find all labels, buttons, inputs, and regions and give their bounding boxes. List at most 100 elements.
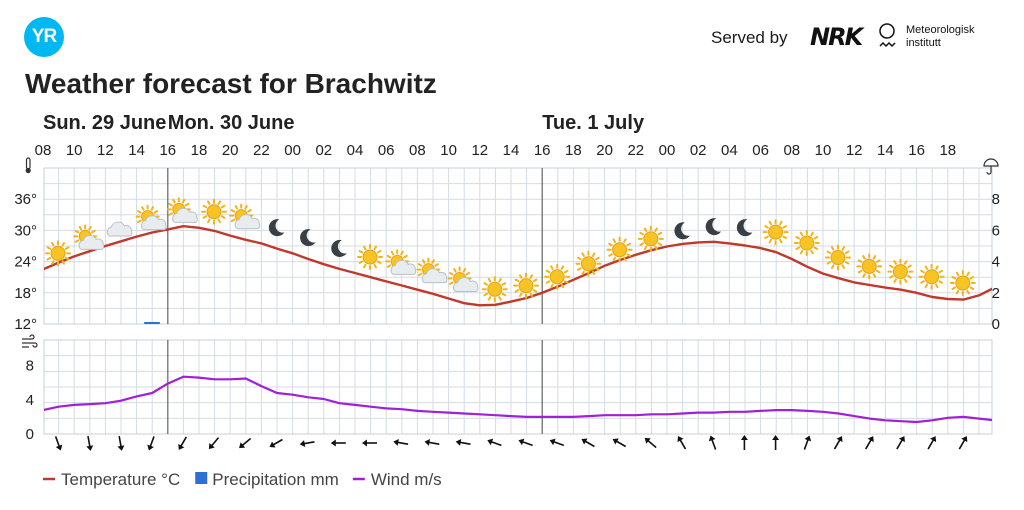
hour-tick-label: 18 <box>191 142 208 159</box>
legend-label: Temperature °C <box>61 470 180 489</box>
hour-tick-label: 10 <box>815 142 832 159</box>
partly-cloudy-icon <box>73 224 105 250</box>
wind-arrow-icon <box>833 436 843 450</box>
met-institute-icon <box>879 23 896 48</box>
wind-y-tick: 4 <box>26 392 34 409</box>
sun-icon <box>357 244 383 271</box>
wind-arrow-icon <box>927 436 937 450</box>
wind-arrow-icon <box>612 438 627 448</box>
hour-tick-label: 20 <box>222 142 239 159</box>
wind-arrow-icon <box>487 438 502 447</box>
hour-tick-label: 08 <box>35 142 52 159</box>
sun-icon <box>201 198 227 225</box>
wind-line <box>44 375 992 424</box>
hour-tick-label: 12 <box>471 142 488 159</box>
precip-y-tick: 2 <box>992 285 1000 302</box>
day-label: Mon. 30 June <box>168 112 295 134</box>
hour-tick-label: 16 <box>159 142 176 159</box>
precip-y-tick: 0 <box>992 316 1000 333</box>
wind-arrow-icon <box>299 440 315 447</box>
temp-y-tick: 30° <box>14 222 37 239</box>
moon-icon <box>705 218 722 236</box>
met-institute-logo[interactable]: Meteorologisk institutt <box>906 24 974 50</box>
hour-tick-label: 22 <box>627 142 644 159</box>
legend-label: Wind m/s <box>371 470 442 489</box>
temp-y-tick: 12° <box>14 316 37 333</box>
legend-item: Precipitation mm <box>195 470 339 489</box>
moon-icon <box>674 222 690 240</box>
hour-tick-label: 10 <box>66 142 83 159</box>
sun-icon <box>793 230 820 256</box>
wind-arrow-icon <box>958 436 968 450</box>
partly-cloudy-icon <box>385 249 417 275</box>
legend: Temperature °C Precipitation mm Wind m/s <box>43 470 442 489</box>
wind-icon <box>22 334 38 348</box>
hour-tick-label: 18 <box>939 142 956 159</box>
hour-tick-label: 00 <box>284 142 301 159</box>
moon-icon <box>300 229 316 247</box>
wind-arrow-icon <box>803 435 812 450</box>
hour-tick-label: 12 <box>846 142 863 159</box>
wind-arrow-icon <box>239 437 252 449</box>
legend-swatch <box>195 472 208 484</box>
hour-tick-label: 14 <box>877 142 894 159</box>
wind-arrow-icon <box>147 436 155 451</box>
hour-tick-label: 18 <box>565 142 582 159</box>
sun-icon <box>825 244 851 271</box>
sun-icon <box>544 263 571 290</box>
wind-arrow-icon <box>393 439 409 446</box>
partly-cloudy-icon <box>416 257 448 284</box>
hour-tick-label: 08 <box>409 142 426 159</box>
wind-arrow-icon <box>269 438 283 448</box>
wind-arrow-icon <box>708 435 717 450</box>
hour-tick-label: 02 <box>315 142 332 159</box>
temperature-line <box>44 225 992 307</box>
wind-arrow-icon <box>677 436 687 450</box>
wind-arrow-icon <box>86 435 94 451</box>
precip-y-tick: 4 <box>992 254 1000 271</box>
wind-arrow-icon <box>581 438 595 448</box>
hour-tick-label: 14 <box>128 142 145 159</box>
precip-bar <box>144 322 160 324</box>
wind-arrow-icon <box>549 438 565 447</box>
sun-icon <box>949 270 976 297</box>
wind-arrow-icon <box>208 437 220 450</box>
partly-cloudy-icon <box>135 204 167 231</box>
partly-cloudy-icon <box>447 266 479 293</box>
moon-icon <box>331 239 347 257</box>
nrk-logo[interactable]: NRK <box>810 23 863 51</box>
wind-arrow-icon <box>362 439 377 447</box>
wind-arrow-icon <box>644 437 657 449</box>
umbrella-icon <box>983 158 999 175</box>
thermometer-icon <box>25 157 31 174</box>
wind-arrow-icon <box>424 439 440 446</box>
temp-y-tick: 18° <box>14 285 37 302</box>
hour-tick-label: 16 <box>908 142 925 159</box>
wind-y-tick: 8 <box>26 358 34 375</box>
sun-icon <box>637 225 664 252</box>
wind-arrow-icon <box>865 436 874 450</box>
wind-arrow-icon <box>117 435 125 451</box>
day-label: Sun. 29 June <box>43 112 166 134</box>
hour-tick-label: 06 <box>752 142 769 159</box>
wind-arrow-icon <box>54 436 63 451</box>
cloud-icon <box>106 221 133 237</box>
sun-icon <box>762 219 789 246</box>
precip-y-tick: 8 <box>992 191 1000 208</box>
moon-icon <box>736 219 753 237</box>
yr-logo[interactable]: YR <box>24 17 64 57</box>
sun-icon <box>606 236 633 263</box>
sun-icon <box>918 263 945 290</box>
moon-icon <box>268 219 285 237</box>
wind-panel-border <box>43 339 993 435</box>
hour-tick-label: 04 <box>721 142 738 159</box>
hour-tick-label: 06 <box>378 142 395 159</box>
sun-icon <box>887 258 914 285</box>
partly-cloudy-icon <box>229 203 261 230</box>
met-line-1: Meteorologisk <box>906 24 975 36</box>
hour-tick-label: 02 <box>690 142 707 159</box>
wind-arrow-icon <box>740 435 748 450</box>
sun-icon <box>481 276 508 303</box>
sun-icon <box>575 250 602 277</box>
